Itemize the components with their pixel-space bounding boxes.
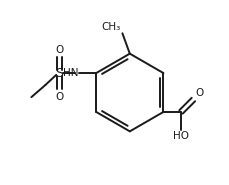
Text: HN: HN <box>63 68 78 78</box>
Text: O: O <box>55 92 63 102</box>
Text: S: S <box>55 67 63 80</box>
Text: HO: HO <box>172 131 188 141</box>
Text: CH₃: CH₃ <box>101 22 120 32</box>
Text: O: O <box>55 45 63 55</box>
Text: O: O <box>194 88 202 98</box>
